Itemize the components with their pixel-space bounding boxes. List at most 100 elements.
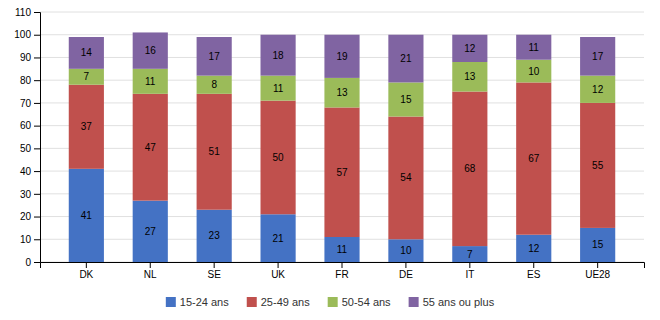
data-label: 12 bbox=[528, 243, 540, 254]
data-label: 10 bbox=[400, 245, 412, 256]
tick-mark bbox=[405, 262, 406, 268]
legend-label: 25-49 ans bbox=[261, 296, 310, 308]
bar bbox=[580, 76, 615, 103]
tick-label: FR bbox=[335, 269, 348, 280]
data-label: 23 bbox=[209, 230, 221, 241]
tick: 40 bbox=[20, 166, 40, 177]
grid-line bbox=[40, 12, 644, 13]
tick-mark bbox=[34, 262, 40, 263]
tick-mark bbox=[597, 262, 598, 268]
tick-mark bbox=[34, 126, 40, 127]
tick: 10 bbox=[20, 234, 40, 245]
tick-label: 10 bbox=[20, 234, 32, 245]
bar bbox=[69, 37, 104, 69]
tick-label: DK bbox=[79, 269, 93, 280]
data-labels: 4127232111107121537475150575468675571181… bbox=[81, 42, 604, 260]
data-label: 67 bbox=[528, 153, 540, 164]
legend-label: 15-24 ans bbox=[180, 296, 229, 308]
legend-label: 50-54 ans bbox=[342, 296, 391, 308]
tick-mark bbox=[278, 262, 279, 268]
bar bbox=[452, 92, 487, 247]
data-label: 12 bbox=[464, 43, 476, 54]
series-labels: 41272321111071215 bbox=[81, 210, 604, 260]
tick-label: 60 bbox=[20, 120, 32, 131]
tick: ES bbox=[527, 262, 541, 280]
data-label: 12 bbox=[592, 84, 604, 95]
tick: 50 bbox=[20, 143, 40, 154]
tick: DK bbox=[79, 262, 93, 280]
bar bbox=[388, 35, 423, 83]
data-label: 13 bbox=[336, 87, 348, 98]
bar bbox=[516, 35, 551, 60]
tick-mark bbox=[150, 262, 151, 268]
tick: IT bbox=[465, 262, 474, 280]
data-label: 17 bbox=[209, 51, 221, 62]
bar bbox=[133, 32, 168, 68]
bar bbox=[133, 69, 168, 94]
tick: 70 bbox=[20, 98, 40, 109]
series-labels: 141617181921121117 bbox=[81, 42, 604, 64]
bar bbox=[261, 101, 296, 215]
bar bbox=[452, 246, 487, 262]
bars bbox=[69, 32, 615, 262]
bar bbox=[452, 62, 487, 92]
bar bbox=[324, 78, 359, 108]
legend-swatch bbox=[328, 297, 338, 307]
bar bbox=[197, 76, 232, 94]
data-label: 21 bbox=[400, 53, 412, 64]
data-label: 18 bbox=[273, 50, 285, 61]
bar bbox=[69, 85, 104, 169]
tick-label: 20 bbox=[20, 211, 32, 222]
tick-mark bbox=[342, 262, 343, 268]
tick-mark bbox=[34, 80, 40, 81]
bar bbox=[261, 76, 296, 101]
tick: DE bbox=[399, 262, 413, 280]
tick-label: 50 bbox=[20, 143, 32, 154]
tick: 0 bbox=[25, 257, 40, 268]
tick-mark bbox=[86, 262, 87, 268]
tick-mark bbox=[469, 262, 470, 268]
data-label: 14 bbox=[81, 47, 93, 58]
bar bbox=[580, 228, 615, 262]
bar bbox=[324, 35, 359, 78]
tick-label: 100 bbox=[14, 29, 31, 40]
tick-mark bbox=[533, 262, 534, 268]
tick: FR bbox=[335, 262, 348, 280]
tick-label: UE28 bbox=[585, 269, 610, 280]
tick-label: NL bbox=[144, 269, 157, 280]
data-label: 68 bbox=[464, 163, 476, 174]
legend: 15-24 ans 25-49 ans 50-54 ans 55 ans ou plu… bbox=[166, 296, 495, 308]
legend-item: 25-49 ans bbox=[247, 296, 310, 308]
data-label: 54 bbox=[400, 172, 412, 183]
data-label: 13 bbox=[464, 71, 476, 82]
bar bbox=[388, 117, 423, 240]
bar bbox=[261, 214, 296, 262]
tick-label: 90 bbox=[20, 52, 32, 63]
bar bbox=[69, 169, 104, 262]
bar bbox=[324, 107, 359, 237]
legend-item: 50-54 ans bbox=[328, 296, 391, 308]
tick-label: 40 bbox=[20, 166, 32, 177]
tick-label: 80 bbox=[20, 75, 32, 86]
bar bbox=[516, 235, 551, 262]
data-label: 11 bbox=[273, 83, 284, 94]
bar bbox=[580, 103, 615, 228]
tick-label: 110 bbox=[15, 7, 31, 18]
tick-label: UK bbox=[271, 269, 285, 280]
tick-mark bbox=[214, 262, 215, 268]
y-axis: 0102030405060708090100110 bbox=[14, 7, 40, 268]
legend-item: 55 ans ou plus bbox=[409, 296, 495, 308]
tick-mark bbox=[34, 194, 40, 195]
data-label: 51 bbox=[209, 146, 221, 157]
bar bbox=[197, 210, 232, 262]
bar bbox=[452, 35, 487, 62]
tick-label: 70 bbox=[20, 98, 32, 109]
data-label: 10 bbox=[528, 66, 540, 77]
data-label: 7 bbox=[84, 71, 90, 82]
tick: 110 bbox=[15, 7, 40, 18]
data-label: 15 bbox=[400, 94, 412, 105]
legend-swatch bbox=[166, 297, 176, 307]
data-label: 19 bbox=[336, 51, 348, 62]
bar bbox=[133, 94, 168, 201]
tick-mark bbox=[34, 148, 40, 149]
